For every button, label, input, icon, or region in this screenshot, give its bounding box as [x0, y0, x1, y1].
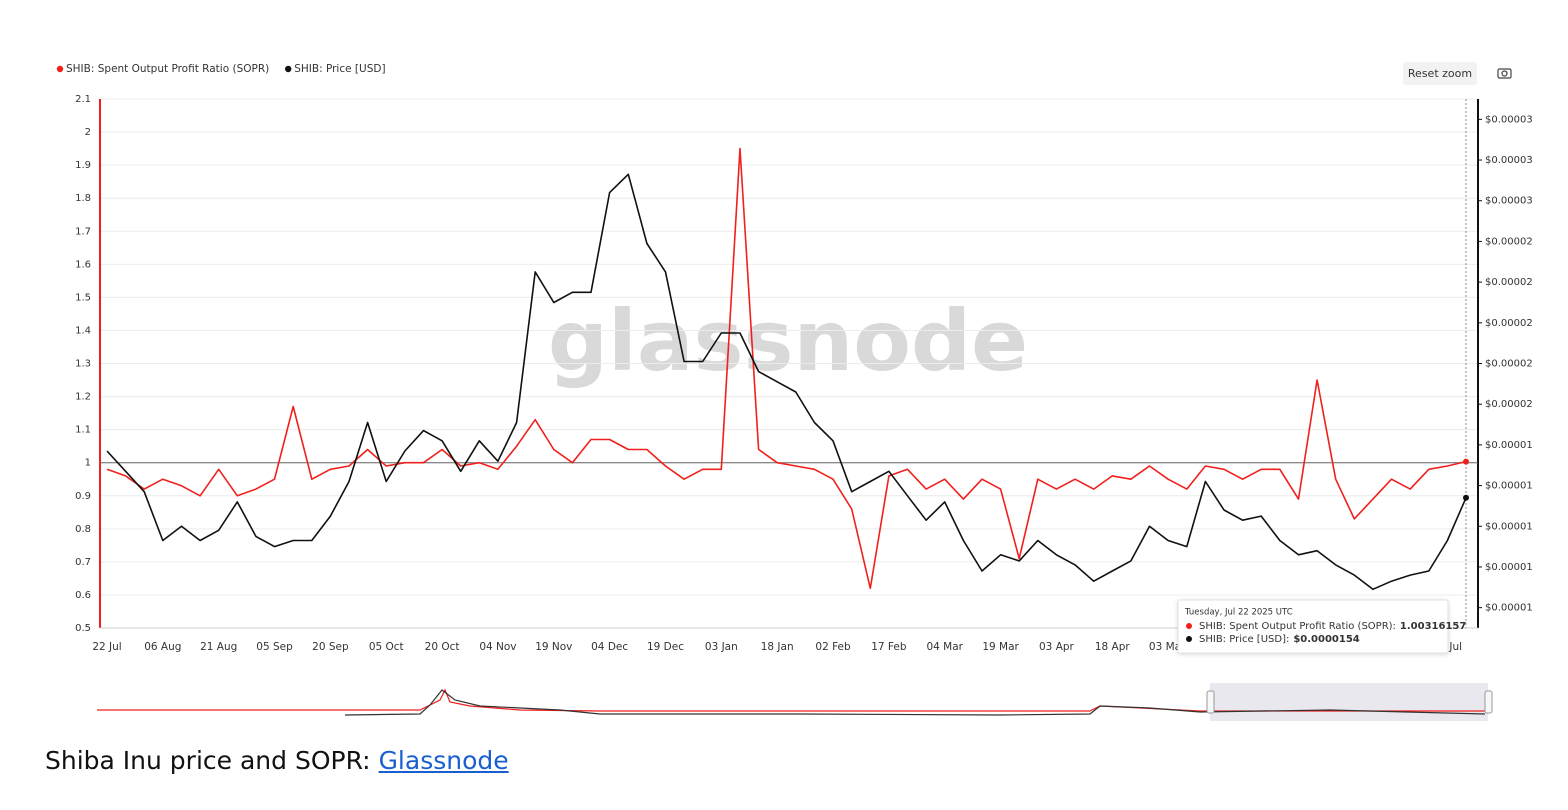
x-tick-label: 19 Nov	[535, 641, 572, 653]
x-tick-label: 05 Oct	[369, 641, 404, 653]
x-tick-label: 02 Feb	[815, 641, 851, 653]
y-tick-label: 0.7	[75, 557, 91, 568]
x-tick-label: 18 Jan	[761, 641, 794, 653]
navigator-handle[interactable]	[1484, 690, 1493, 714]
y-tick-label: 0.6	[75, 590, 91, 601]
y-tick-label: 0.5	[75, 623, 91, 634]
caption-link[interactable]: Glassnode	[378, 746, 509, 775]
right-axis-labels: $0.00001 $0.000012 $0.000014 $0.000016 $0.00…	[1485, 114, 1539, 614]
x-tick-label: 05 Sep	[256, 641, 293, 653]
y-tick-label: 1.7	[75, 226, 91, 237]
navigator-line	[97, 688, 1485, 712]
legend-label: SHIB: Price [USD]	[294, 63, 385, 75]
x-tick-label: 04 Dec	[591, 641, 628, 653]
reset-zoom-button[interactable]	[1403, 62, 1477, 85]
x-tick-label: 17 Feb	[871, 641, 907, 653]
tooltip-marker	[1186, 623, 1192, 629]
caption-text: Shiba Inu price and SOPR:	[45, 746, 371, 775]
x-tick-label: 19 Dec	[647, 641, 684, 653]
y-tick-label: 0.9	[75, 491, 91, 502]
legend-marker	[56, 65, 64, 73]
y-tick-label: 1.9	[75, 160, 91, 171]
x-tick-label: 03 Jan	[705, 641, 738, 653]
last-point	[1463, 458, 1469, 465]
last-point	[1463, 494, 1469, 501]
y-tick-label: 1	[85, 458, 91, 469]
navigator	[97, 683, 1493, 721]
x-tick-label: 22 Jul	[92, 641, 121, 653]
y-tick-label: 1.4	[75, 325, 91, 336]
navigator-window[interactable]	[1210, 683, 1488, 721]
tooltip-value: $0.0000154	[1293, 634, 1359, 645]
x-tick-label: 04 Mar	[926, 641, 963, 653]
y2-tick-label: $0.000032	[1485, 155, 1539, 166]
y-tick-label: 1.3	[75, 359, 91, 370]
series-line	[106, 147, 1467, 590]
tooltip-box	[1177, 599, 1449, 654]
tooltip: Tuesday, Jul 22 2025 UTC SHIB: Spent Outp…	[1177, 599, 1466, 654]
legend-marker	[285, 65, 292, 73]
tooltip-marker	[1186, 636, 1192, 642]
y2-tick-label: $0.000024	[1485, 318, 1539, 329]
y-tick-label: 2.1	[75, 94, 91, 105]
x-tick-label: 21 Aug	[200, 641, 237, 653]
x-tick-label: 20 Oct	[425, 641, 460, 653]
y-tick-label: 2	[85, 127, 91, 138]
y2-tick-label: $0.000014	[1485, 521, 1539, 532]
y2-tick-label: $0.000012	[1485, 562, 1539, 573]
y2-tick-label: $0.000022	[1485, 359, 1539, 370]
y-tick-label: 1.6	[75, 259, 91, 270]
navigator-line	[344, 689, 1486, 716]
y2-tick-label: $0.000018	[1485, 440, 1539, 451]
tooltip-title: Tuesday, Jul 22 2025 UTC	[1184, 608, 1293, 618]
y2-tick-label: $0.000016	[1485, 481, 1539, 492]
series-line	[106, 173, 1467, 591]
y-tick-label: 1.1	[75, 425, 91, 436]
chart: glassnode Reset zoom 0.5 0.6 0.7 0.8 0.9 1 1.1…	[56, 62, 1539, 721]
tooltip-value: 1.00316157	[1400, 621, 1466, 632]
tooltip-label: SHIB: Price [USD]:	[1199, 634, 1289, 645]
x-tick-label: 06 Aug	[144, 641, 181, 653]
reset-zoom-label[interactable]: Reset zoom	[1408, 67, 1472, 80]
y-tick-label: 1.8	[75, 193, 91, 204]
tooltip-label: SHIB: Spent Output Profit Ratio (SOPR):	[1199, 621, 1396, 632]
y-tick-label: 1.5	[75, 292, 91, 303]
y-tick-label: 0.8	[75, 524, 91, 535]
y-tick-label: 1.2	[75, 392, 91, 403]
y2-tick-label: $0.000028	[1485, 236, 1539, 247]
legend-label: SHIB: Spent Output Profit Ratio (SOPR)	[66, 63, 269, 75]
x-tick-label: 03 Apr	[1039, 641, 1075, 653]
watermark: glassnode	[548, 292, 1028, 390]
navigator-handle[interactable]	[1206, 690, 1215, 714]
y2-tick-label: $0.00001	[1485, 603, 1533, 614]
caption: Shiba Inu price and SOPR: Glassnode	[45, 746, 509, 775]
x-tick-label: 18 Apr	[1095, 641, 1131, 653]
y2-tick-label: $0.000026	[1485, 277, 1539, 288]
y2-tick-label: $0.000034	[1485, 114, 1539, 125]
y2-tick-label: $0.00002	[1485, 399, 1533, 410]
x-tick-label: 04 Nov	[479, 641, 516, 653]
x-tick-label: 19 Mar	[982, 641, 1019, 653]
x-tick-label: 20 Sep	[312, 641, 349, 653]
camera-icon[interactable]	[1497, 68, 1512, 79]
y2-tick-label: $0.00003	[1485, 196, 1533, 207]
